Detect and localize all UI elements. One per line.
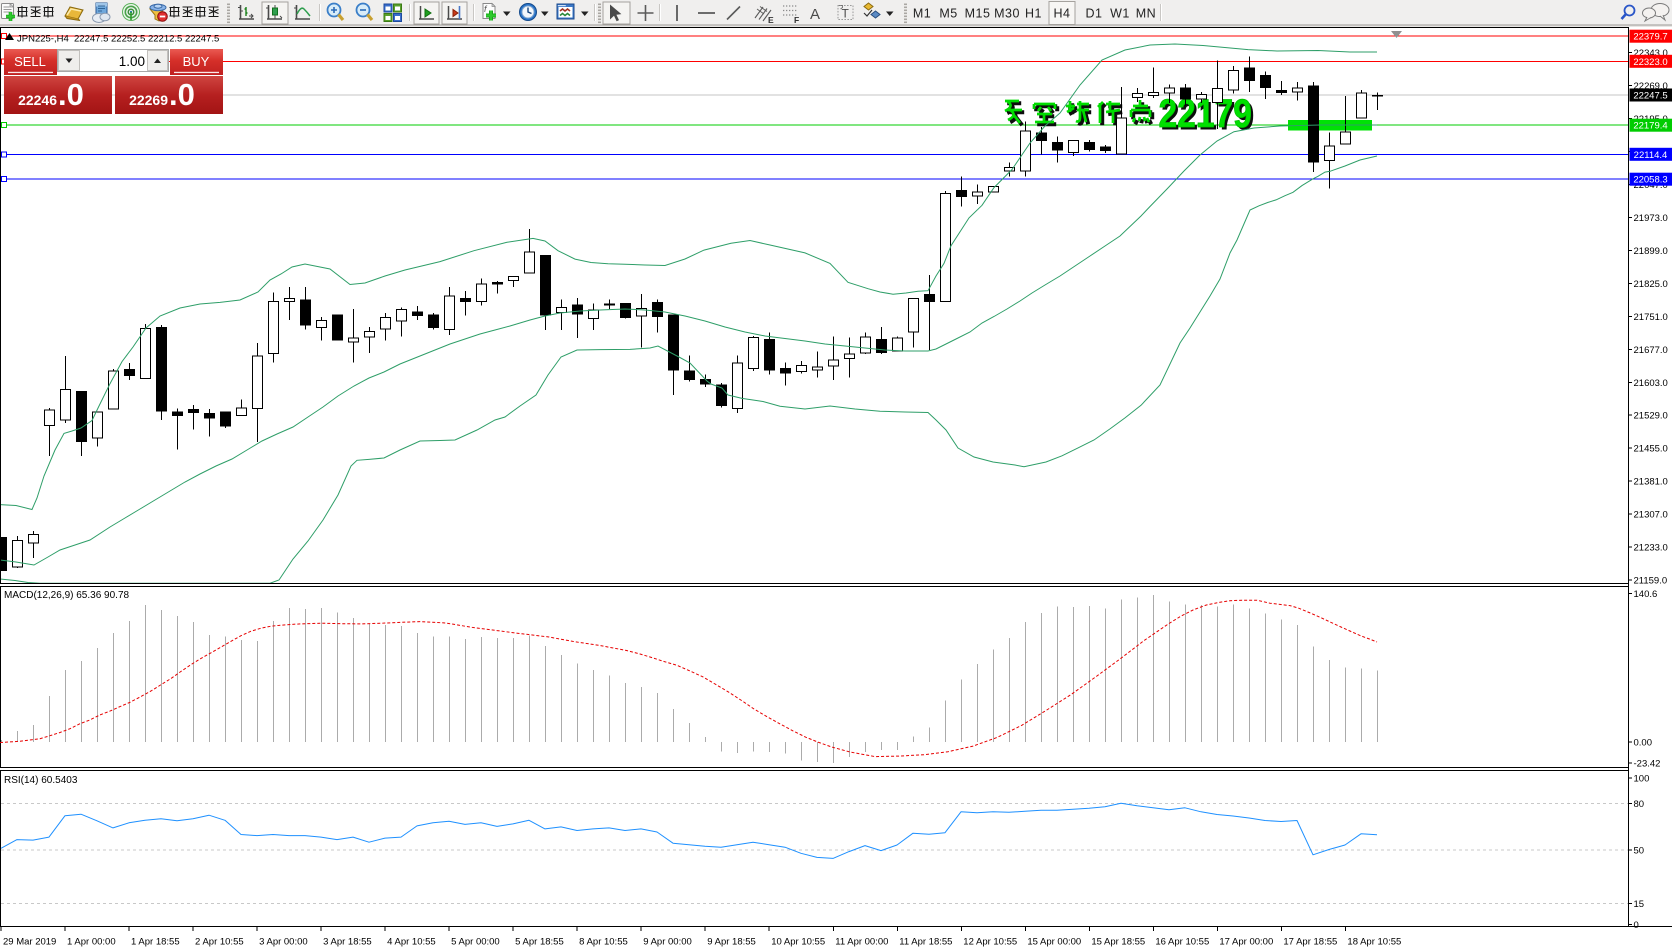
svg-text:.0: .0 bbox=[58, 77, 84, 112]
svg-text:MN: MN bbox=[1136, 7, 1156, 21]
svg-text:21529.0: 21529.0 bbox=[1634, 411, 1668, 422]
svg-text:f: f bbox=[484, 4, 488, 14]
svg-text:9 Apr 00:00: 9 Apr 00:00 bbox=[643, 937, 692, 948]
svg-text:22269: 22269 bbox=[129, 92, 168, 108]
svg-text:21381.0: 21381.0 bbox=[1634, 477, 1668, 488]
svg-text:80: 80 bbox=[1634, 799, 1645, 810]
svg-text:15 Apr 18:55: 15 Apr 18:55 bbox=[1091, 937, 1145, 948]
svg-text:50: 50 bbox=[1634, 845, 1645, 856]
svg-text:140.6: 140.6 bbox=[1634, 589, 1658, 600]
svg-text:21233.0: 21233.0 bbox=[1634, 543, 1668, 554]
svg-text:15 Apr 00:00: 15 Apr 00:00 bbox=[1027, 937, 1081, 948]
svg-text:3 Apr 00:00: 3 Apr 00:00 bbox=[259, 937, 308, 948]
svg-text:1 Apr 00:00: 1 Apr 00:00 bbox=[67, 937, 116, 948]
svg-text:A: A bbox=[810, 6, 820, 23]
svg-text:F: F bbox=[794, 15, 799, 25]
svg-text:2 Apr 10:55: 2 Apr 10:55 bbox=[195, 937, 244, 948]
svg-text:0.00: 0.00 bbox=[1634, 738, 1653, 749]
svg-text:22343.0: 22343.0 bbox=[1634, 48, 1668, 59]
svg-text:22246: 22246 bbox=[18, 92, 57, 108]
svg-text:RSI(14) 60.5403: RSI(14) 60.5403 bbox=[4, 775, 78, 786]
svg-text:11 Apr 00:00: 11 Apr 00:00 bbox=[835, 937, 888, 948]
svg-text:22379.7: 22379.7 bbox=[1633, 32, 1667, 43]
svg-text:8 Apr 10:55: 8 Apr 10:55 bbox=[579, 937, 628, 948]
svg-text:SELL: SELL bbox=[14, 54, 46, 69]
svg-text:BUY: BUY bbox=[183, 54, 210, 69]
svg-text:17 Apr 00:00: 17 Apr 00:00 bbox=[1219, 937, 1273, 948]
svg-text:21751.0: 21751.0 bbox=[1634, 312, 1668, 323]
svg-text:5 Apr 18:55: 5 Apr 18:55 bbox=[515, 937, 564, 948]
svg-text:10 Apr 10:55: 10 Apr 10:55 bbox=[771, 937, 825, 948]
svg-text:100: 100 bbox=[1634, 774, 1650, 785]
svg-text:21973.0: 21973.0 bbox=[1634, 213, 1668, 224]
svg-text:MACD(12,26,9) 65.36 90.78: MACD(12,26,9) 65.36 90.78 bbox=[4, 590, 130, 601]
svg-text:11 Apr 18:55: 11 Apr 18:55 bbox=[899, 937, 952, 948]
svg-text:22179.4: 22179.4 bbox=[1633, 121, 1667, 132]
svg-text:H4: H4 bbox=[1054, 7, 1071, 21]
svg-text:16 Apr 10:55: 16 Apr 10:55 bbox=[1155, 937, 1209, 948]
svg-text:W1: W1 bbox=[1110, 7, 1130, 21]
svg-text:H1: H1 bbox=[1025, 7, 1042, 21]
svg-text:21603.0: 21603.0 bbox=[1634, 378, 1668, 389]
svg-text:5 Apr 00:00: 5 Apr 00:00 bbox=[451, 937, 500, 948]
svg-text:21455.0: 21455.0 bbox=[1634, 444, 1668, 455]
svg-text:M15: M15 bbox=[965, 7, 991, 21]
svg-text:21159.0: 21159.0 bbox=[1634, 576, 1668, 587]
svg-text:21307.0: 21307.0 bbox=[1634, 510, 1668, 521]
svg-text:22058.3: 22058.3 bbox=[1633, 175, 1667, 186]
svg-text:22269.0: 22269.0 bbox=[1634, 81, 1668, 92]
svg-text:JPN225-,H4 22247.5 22252.5 22: JPN225-,H4 22247.5 22252.5 22212.5 22247… bbox=[17, 34, 219, 45]
svg-text:22114.4: 22114.4 bbox=[1634, 150, 1668, 161]
svg-text:M1: M1 bbox=[913, 7, 931, 21]
svg-text:29 Mar 2019: 29 Mar 2019 bbox=[3, 937, 56, 948]
svg-text:0: 0 bbox=[1634, 920, 1639, 931]
svg-text:21677.0: 21677.0 bbox=[1634, 345, 1668, 356]
svg-text:12 Apr 10:55: 12 Apr 10:55 bbox=[963, 937, 1017, 948]
svg-text:9 Apr 18:55: 9 Apr 18:55 bbox=[707, 937, 756, 948]
svg-text:1 Apr 18:55: 1 Apr 18:55 bbox=[131, 937, 180, 948]
svg-text:D1: D1 bbox=[1086, 7, 1103, 21]
svg-text:21899.0: 21899.0 bbox=[1634, 246, 1668, 257]
svg-text:22323.0: 22323.0 bbox=[1633, 57, 1667, 68]
svg-text:T: T bbox=[842, 7, 850, 21]
svg-text:22247.5: 22247.5 bbox=[1633, 91, 1667, 102]
svg-text:M5: M5 bbox=[939, 7, 957, 21]
svg-text:21825.0: 21825.0 bbox=[1634, 279, 1668, 290]
svg-text:15: 15 bbox=[1634, 899, 1645, 910]
svg-text:M30: M30 bbox=[994, 7, 1020, 21]
svg-text:4 Apr 10:55: 4 Apr 10:55 bbox=[387, 937, 436, 948]
svg-text:1.00: 1.00 bbox=[119, 54, 145, 69]
svg-text:3 Apr 18:55: 3 Apr 18:55 bbox=[323, 937, 372, 948]
svg-text:17 Apr 18:55: 17 Apr 18:55 bbox=[1283, 937, 1337, 948]
svg-text:18 Apr 10:55: 18 Apr 10:55 bbox=[1347, 937, 1401, 948]
svg-text:.0: .0 bbox=[169, 77, 195, 112]
svg-text:E: E bbox=[768, 15, 774, 25]
svg-text:-23.42: -23.42 bbox=[1634, 759, 1661, 770]
